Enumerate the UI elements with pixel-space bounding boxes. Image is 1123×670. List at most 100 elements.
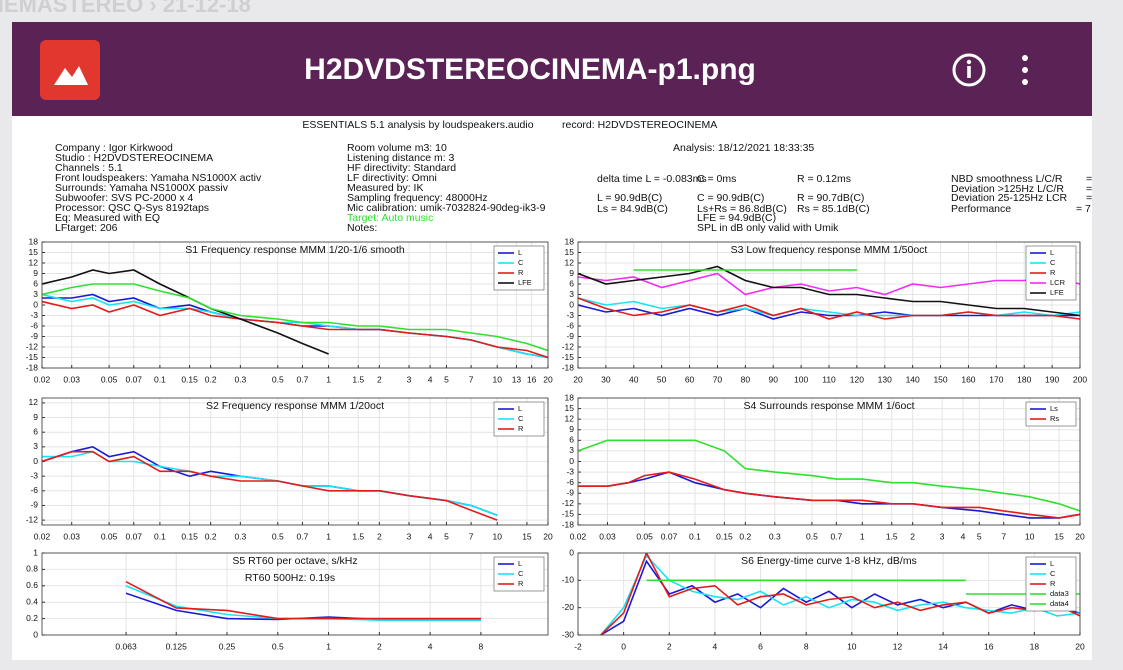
y-tick-label: 15 [29, 247, 39, 257]
info-button[interactable] [952, 53, 986, 87]
x-tick-label: 20 [1075, 641, 1085, 651]
y-tick-label: -30 [562, 629, 575, 639]
x-tick-label: 14 [938, 641, 948, 651]
viewer-title: H2DVDSTEREOCINEMA-p1.png [304, 53, 756, 86]
x-tick-label: 200 [1073, 374, 1087, 384]
y-tick-label: 9 [33, 268, 38, 278]
y-tick-label: -9 [30, 331, 38, 341]
y-tick-label: 12 [565, 413, 575, 423]
y-tick-label: -3 [30, 310, 38, 320]
x-tick-label: 1.5 [352, 374, 364, 384]
plot-frame [577, 552, 1081, 636]
legend-label: LCR [1050, 278, 1066, 287]
y-tick-label: 0.8 [26, 564, 38, 574]
info-line: Surrounds: Yamaha NS1000X passiv [55, 182, 229, 194]
x-tick-label: 0.125 [166, 641, 188, 651]
x-tick-label: 0.1 [154, 374, 166, 384]
performance-value: = 7 [1076, 203, 1091, 215]
performance-value: = [1086, 192, 1092, 204]
menu-button[interactable] [1022, 55, 1028, 85]
series-line [578, 439, 1080, 512]
legend-label: Ls [1050, 404, 1058, 413]
y-tick-label: 15 [565, 403, 575, 413]
y-tick-label: -15 [26, 352, 39, 362]
legend-label: C [1050, 258, 1056, 267]
measurement: Ls+Rs = 86.8dB(C) [697, 203, 787, 215]
measurement: R = 0.12ms [797, 173, 851, 185]
legend-label: C [518, 569, 524, 578]
x-tick-label: 20 [543, 374, 553, 384]
y-tick-label: 9 [569, 424, 574, 434]
x-tick-label: 3 [407, 374, 412, 384]
y-tick-label: 6 [569, 278, 574, 288]
performance-label: Deviation 25-125Hz LCR [951, 192, 1068, 204]
legend-label: R [518, 268, 524, 277]
x-tick-label: 10 [492, 531, 502, 541]
y-tick-label: 6 [569, 435, 574, 445]
info-line: Eq: Measured with EQ [55, 212, 160, 224]
breadcrumb: NEMASTEREO › 21-12-18 [0, 0, 251, 17]
legend-label: LFE [518, 278, 532, 287]
y-tick-label: -12 [562, 341, 575, 351]
x-tick-label: 110 [822, 374, 836, 384]
series-line [578, 297, 1080, 320]
x-tick-label: 0.15 [181, 374, 198, 384]
series-line [42, 300, 548, 359]
y-tick-label: -3 [30, 470, 38, 480]
series-line [578, 272, 1080, 296]
measurement: R = 90.7dB(C) [797, 192, 864, 204]
icon-mountain [54, 66, 88, 85]
x-tick-label: 7 [469, 374, 474, 384]
app-icon[interactable] [40, 40, 100, 100]
x-tick-label: 0.05 [636, 531, 653, 541]
info-line: Notes: [347, 222, 377, 234]
legend-label: data3 [1050, 589, 1069, 598]
info-stem [967, 66, 971, 78]
x-tick-label: 100 [794, 374, 808, 384]
x-tick-label: 180 [1017, 374, 1031, 384]
x-tick-label: 16 [984, 641, 994, 651]
x-tick-label: 4 [428, 374, 433, 384]
x-tick-label: 0.5 [272, 374, 284, 384]
icon-bg [40, 40, 100, 100]
x-tick-label: 2 [377, 531, 382, 541]
info-line: Front loudspeakers: Yamaha NS1000X activ [55, 172, 262, 184]
legend-label: R [518, 579, 524, 588]
panel-title: S1 Frequency response MMM 1/20-1/6 smoot… [185, 244, 405, 256]
x-tick-label: 10 [847, 641, 857, 651]
y-tick-label: -20 [562, 602, 575, 612]
menu-dot [1022, 79, 1028, 85]
legend-label: C [518, 414, 524, 423]
x-tick-label: 60 [685, 374, 695, 384]
x-tick-label: 12 [893, 641, 903, 651]
plot-frame [41, 397, 549, 526]
x-tick-label: 0.05 [101, 374, 118, 384]
y-tick-label: -6 [30, 320, 38, 330]
y-tick-label: 12 [565, 257, 575, 267]
report-image: ESSENTIALS 5.1 analysis by loudspeakers.… [26, 119, 1092, 651]
info-line: Listening distance m: 3 [347, 152, 455, 164]
panel-title: S5 RT60 per octave, s/kHz [232, 555, 357, 567]
x-tick-label: 0.15 [181, 531, 198, 541]
x-tick-label: 0.5 [806, 531, 818, 541]
measurement: LFE = 94.9dB(C) [697, 212, 776, 224]
x-tick-label: 2 [667, 641, 672, 651]
panel-title: S6 Energy-time curve 1-8 kHz, dB/ms [741, 555, 917, 567]
y-tick-label: 0 [33, 299, 38, 309]
measurement: Rs = 85.1dB(C) [797, 203, 870, 215]
x-tick-label: 0.02 [34, 531, 51, 541]
y-tick-label: -15 [562, 352, 575, 362]
y-tick-label: 18 [565, 236, 575, 246]
plot-frame [577, 241, 1081, 369]
measurement: C = 0ms [697, 173, 736, 185]
x-tick-label: 0.7 [830, 531, 842, 541]
x-tick-label: 20 [573, 374, 583, 384]
y-tick-label: -12 [26, 514, 39, 524]
x-tick-label: 4 [428, 641, 433, 651]
y-tick-label: 9 [33, 412, 38, 422]
y-tick-label: 3 [33, 441, 38, 451]
x-tick-label: 8 [804, 641, 809, 651]
y-tick-label: 12 [29, 257, 39, 267]
menu-dot [1022, 55, 1028, 61]
